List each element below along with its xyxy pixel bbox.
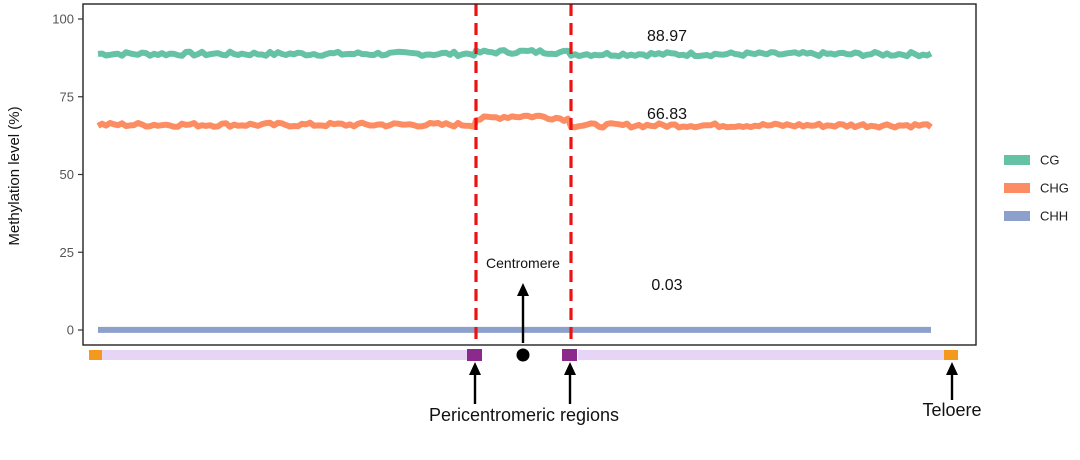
- chromosome-arm-right: [578, 350, 944, 360]
- telomere-label: Teloere: [922, 400, 981, 420]
- legend-label-chh: CHH: [1040, 209, 1068, 224]
- telomere-left: [89, 350, 102, 360]
- pericentromere-left-arrowhead: [469, 362, 481, 375]
- y-axis-title: Methylation level (%): [6, 106, 23, 245]
- annotation-cg-value: 88.97: [647, 28, 687, 45]
- y-tick-label-0: 0: [67, 323, 74, 338]
- centromere-callout: Centromere: [486, 255, 560, 343]
- series-line-chg: [96, 112, 933, 131]
- legend-swatch-cg: [1004, 155, 1030, 165]
- pericentromere-left: [467, 349, 482, 361]
- legend-label-cg: CG: [1040, 153, 1060, 168]
- pericentromere-right: [562, 349, 577, 361]
- chromosome-ideogram: [89, 348, 958, 362]
- centromere-marker: [516, 348, 530, 362]
- series-line-cg: [97, 47, 933, 60]
- y-axis: 0 25 50 75 100: [52, 12, 83, 338]
- y-tick-label-25: 25: [60, 245, 74, 260]
- telomere-arrowhead: [946, 362, 958, 375]
- region-arrows: [469, 362, 958, 404]
- plot-lines: [96, 47, 933, 333]
- annotation-chg-value: 66.83: [647, 106, 687, 123]
- telomere-right: [944, 350, 958, 360]
- annotation-chh-value: 0.03: [651, 277, 682, 294]
- y-tick-label-50: 50: [60, 167, 74, 182]
- legend: CG CHG CHH: [1004, 153, 1069, 224]
- centromere-label: Centromere: [486, 255, 560, 271]
- chromosome-arm-left: [102, 350, 468, 360]
- legend-swatch-chh: [1004, 211, 1030, 221]
- y-tick-label-75: 75: [60, 89, 74, 104]
- pericentromere-right-arrowhead: [564, 362, 576, 375]
- y-tick-label-100: 100: [52, 12, 74, 27]
- legend-label-chg: CHG: [1040, 181, 1069, 196]
- legend-swatch-chg: [1004, 183, 1030, 193]
- pericentromeric-label: Pericentromeric regions: [429, 405, 619, 425]
- centromere-arrowhead: [517, 283, 529, 296]
